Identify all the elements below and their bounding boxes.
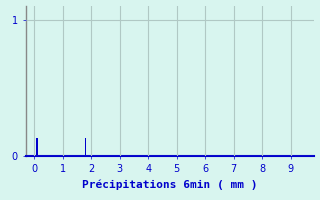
X-axis label: Précipitations 6min ( mm ): Précipitations 6min ( mm )	[82, 179, 257, 190]
Bar	[36, 138, 38, 156]
Bar	[84, 138, 86, 156]
